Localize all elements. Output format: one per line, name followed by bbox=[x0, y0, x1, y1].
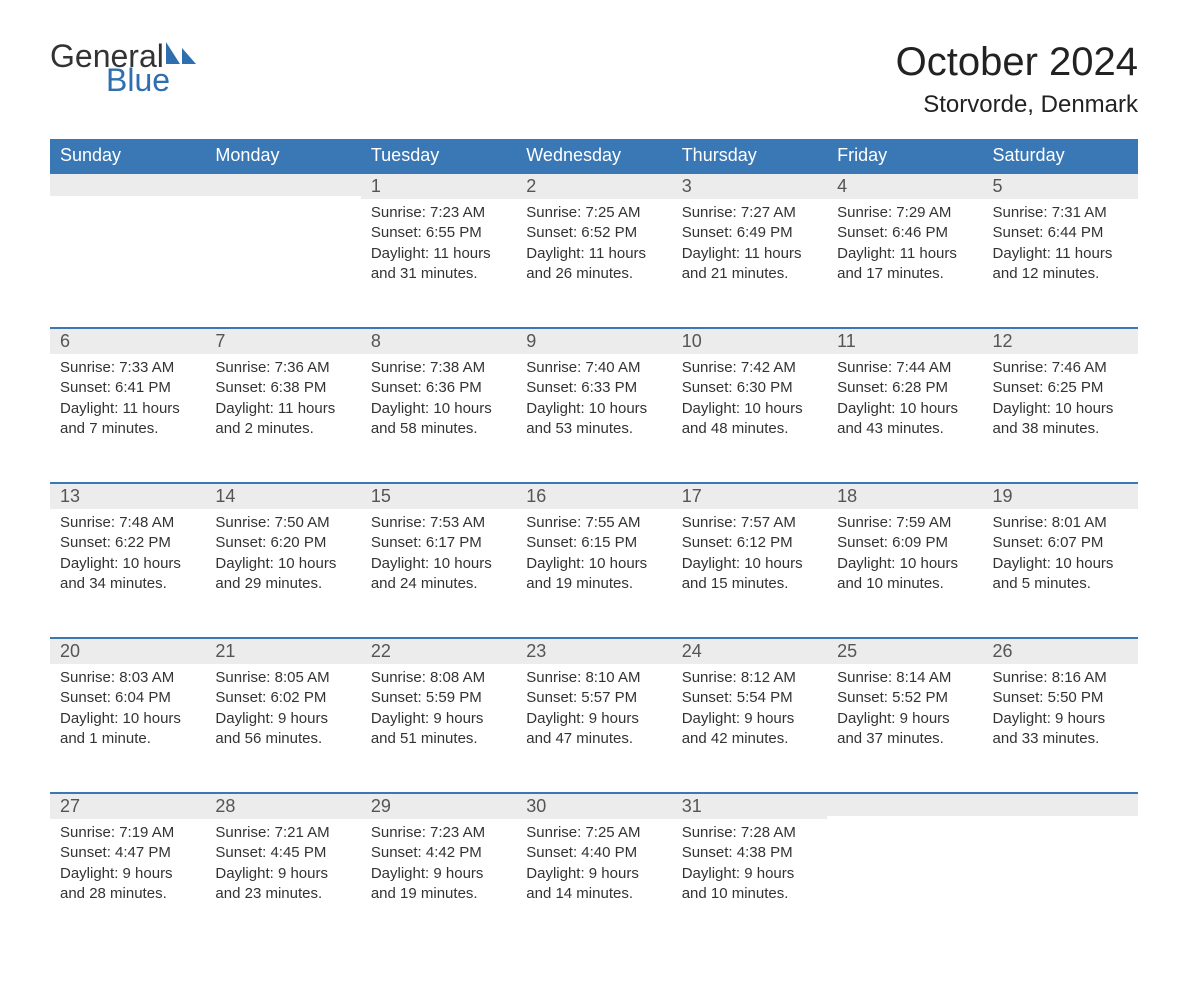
month-title: October 2024 bbox=[896, 40, 1138, 85]
day-content: Sunrise: 7:48 AMSunset: 6:22 PMDaylight:… bbox=[50, 509, 205, 612]
day-content: Sunrise: 8:01 AMSunset: 6:07 PMDaylight:… bbox=[983, 509, 1138, 612]
day-content: Sunrise: 7:27 AMSunset: 6:49 PMDaylight:… bbox=[672, 199, 827, 302]
day-content: Sunrise: 8:10 AMSunset: 5:57 PMDaylight:… bbox=[516, 664, 671, 767]
empty-day-number bbox=[50, 172, 205, 196]
weekday-header: Saturday bbox=[983, 139, 1138, 172]
day-content: Sunrise: 7:42 AMSunset: 6:30 PMDaylight:… bbox=[672, 354, 827, 457]
day-content: Sunrise: 7:33 AMSunset: 6:41 PMDaylight:… bbox=[50, 354, 205, 457]
day-number: 10 bbox=[672, 327, 827, 354]
day-content bbox=[50, 199, 205, 241]
day-number: 11 bbox=[827, 327, 982, 354]
logo-text-blue: Blue bbox=[106, 64, 196, 96]
weekday-header: Friday bbox=[827, 139, 982, 172]
day-number: 23 bbox=[516, 637, 671, 664]
day-content bbox=[983, 819, 1138, 861]
day-number: 6 bbox=[50, 327, 205, 354]
day-number: 20 bbox=[50, 637, 205, 664]
day-content: Sunrise: 7:40 AMSunset: 6:33 PMDaylight:… bbox=[516, 354, 671, 457]
day-content bbox=[827, 819, 982, 861]
day-content: Sunrise: 7:29 AMSunset: 6:46 PMDaylight:… bbox=[827, 199, 982, 302]
calendar-table: SundayMondayTuesdayWednesdayThursdayFrid… bbox=[50, 139, 1138, 947]
day-content: Sunrise: 7:57 AMSunset: 6:12 PMDaylight:… bbox=[672, 509, 827, 612]
day-number: 27 bbox=[50, 792, 205, 819]
day-number: 8 bbox=[361, 327, 516, 354]
day-number: 16 bbox=[516, 482, 671, 509]
day-content: Sunrise: 7:31 AMSunset: 6:44 PMDaylight:… bbox=[983, 199, 1138, 302]
day-content: Sunrise: 8:05 AMSunset: 6:02 PMDaylight:… bbox=[205, 664, 360, 767]
day-content: Sunrise: 7:50 AMSunset: 6:20 PMDaylight:… bbox=[205, 509, 360, 612]
day-number: 12 bbox=[983, 327, 1138, 354]
day-content: Sunrise: 7:25 AMSunset: 6:52 PMDaylight:… bbox=[516, 199, 671, 302]
day-number: 3 bbox=[672, 172, 827, 199]
day-number: 13 bbox=[50, 482, 205, 509]
empty-day-number bbox=[983, 792, 1138, 816]
day-number: 4 bbox=[827, 172, 982, 199]
day-number: 9 bbox=[516, 327, 671, 354]
title-block: October 2024 Storvorde, Denmark bbox=[896, 40, 1138, 119]
weekday-header: Wednesday bbox=[516, 139, 671, 172]
calendar-header-row: SundayMondayTuesdayWednesdayThursdayFrid… bbox=[50, 139, 1138, 172]
logo: General Blue bbox=[50, 40, 196, 96]
day-number: 31 bbox=[672, 792, 827, 819]
day-number: 7 bbox=[205, 327, 360, 354]
day-content: Sunrise: 7:55 AMSunset: 6:15 PMDaylight:… bbox=[516, 509, 671, 612]
day-number: 24 bbox=[672, 637, 827, 664]
day-number: 19 bbox=[983, 482, 1138, 509]
day-number: 21 bbox=[205, 637, 360, 664]
empty-day-number bbox=[205, 172, 360, 196]
page-header: General Blue October 2024 Storvorde, Den… bbox=[50, 40, 1138, 119]
day-content: Sunrise: 7:23 AMSunset: 4:42 PMDaylight:… bbox=[361, 819, 516, 922]
day-number: 29 bbox=[361, 792, 516, 819]
day-content: Sunrise: 8:08 AMSunset: 5:59 PMDaylight:… bbox=[361, 664, 516, 767]
day-content: Sunrise: 8:14 AMSunset: 5:52 PMDaylight:… bbox=[827, 664, 982, 767]
day-number: 30 bbox=[516, 792, 671, 819]
day-content bbox=[205, 199, 360, 241]
day-number: 25 bbox=[827, 637, 982, 664]
day-number: 18 bbox=[827, 482, 982, 509]
day-number: 26 bbox=[983, 637, 1138, 664]
day-content: Sunrise: 8:12 AMSunset: 5:54 PMDaylight:… bbox=[672, 664, 827, 767]
weekday-header: Monday bbox=[205, 139, 360, 172]
day-content: Sunrise: 7:36 AMSunset: 6:38 PMDaylight:… bbox=[205, 354, 360, 457]
day-content: Sunrise: 8:03 AMSunset: 6:04 PMDaylight:… bbox=[50, 664, 205, 767]
day-content: Sunrise: 7:23 AMSunset: 6:55 PMDaylight:… bbox=[361, 199, 516, 302]
day-content: Sunrise: 7:44 AMSunset: 6:28 PMDaylight:… bbox=[827, 354, 982, 457]
day-content: Sunrise: 8:16 AMSunset: 5:50 PMDaylight:… bbox=[983, 664, 1138, 767]
weekday-header: Thursday bbox=[672, 139, 827, 172]
day-number: 1 bbox=[361, 172, 516, 199]
day-content: Sunrise: 7:28 AMSunset: 4:38 PMDaylight:… bbox=[672, 819, 827, 922]
day-content: Sunrise: 7:38 AMSunset: 6:36 PMDaylight:… bbox=[361, 354, 516, 457]
day-content: Sunrise: 7:59 AMSunset: 6:09 PMDaylight:… bbox=[827, 509, 982, 612]
weekday-header: Tuesday bbox=[361, 139, 516, 172]
empty-day-number bbox=[827, 792, 982, 816]
day-number: 22 bbox=[361, 637, 516, 664]
day-number: 5 bbox=[983, 172, 1138, 199]
day-number: 28 bbox=[205, 792, 360, 819]
day-number: 14 bbox=[205, 482, 360, 509]
weekday-header: Sunday bbox=[50, 139, 205, 172]
day-number: 2 bbox=[516, 172, 671, 199]
day-content: Sunrise: 7:25 AMSunset: 4:40 PMDaylight:… bbox=[516, 819, 671, 922]
day-content: Sunrise: 7:53 AMSunset: 6:17 PMDaylight:… bbox=[361, 509, 516, 612]
day-content: Sunrise: 7:21 AMSunset: 4:45 PMDaylight:… bbox=[205, 819, 360, 922]
location-label: Storvorde, Denmark bbox=[896, 91, 1138, 119]
day-number: 15 bbox=[361, 482, 516, 509]
day-number: 17 bbox=[672, 482, 827, 509]
day-content: Sunrise: 7:19 AMSunset: 4:47 PMDaylight:… bbox=[50, 819, 205, 922]
day-content: Sunrise: 7:46 AMSunset: 6:25 PMDaylight:… bbox=[983, 354, 1138, 457]
